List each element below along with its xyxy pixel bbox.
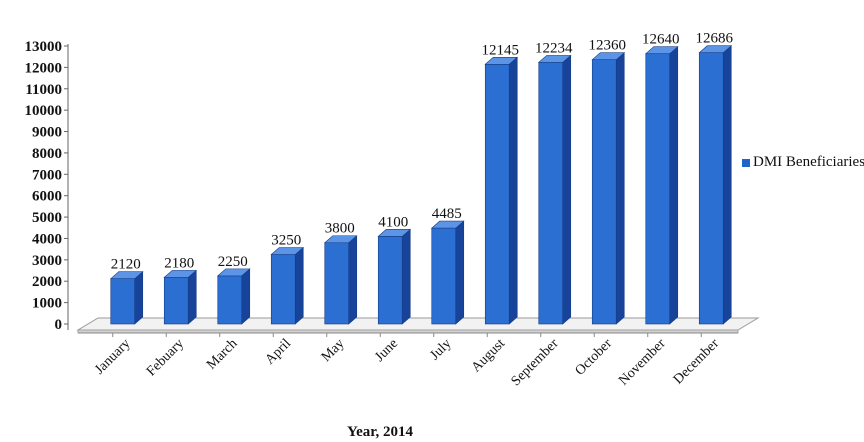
data-label: 12234 xyxy=(535,40,573,56)
y-tick-label: 2000 xyxy=(32,274,62,290)
bar-side xyxy=(241,268,251,325)
bar-top xyxy=(644,46,679,54)
bar xyxy=(163,269,198,325)
data-label: 2120 xyxy=(111,257,141,273)
bar xyxy=(216,268,251,325)
data-label: 12360 xyxy=(589,38,627,54)
bar-front xyxy=(217,275,243,325)
x-tick-label: December xyxy=(671,336,723,388)
legend-swatch xyxy=(742,159,750,167)
bar xyxy=(591,52,626,325)
bar-top xyxy=(377,229,412,237)
bar-top xyxy=(537,55,572,63)
bar xyxy=(430,220,465,325)
bar xyxy=(377,228,412,325)
x-axis: January Febuary March April May June July Augus… xyxy=(78,332,738,389)
bar-top xyxy=(698,45,733,54)
y-tick-label: 8000 xyxy=(32,146,62,162)
y-tick-label: 1000 xyxy=(32,296,62,312)
bar-top xyxy=(163,270,198,278)
bar-side xyxy=(348,235,358,325)
data-label: 3250 xyxy=(271,233,301,249)
bar-top xyxy=(591,52,626,60)
bar xyxy=(484,56,519,325)
x-tick-label: April xyxy=(263,336,295,368)
y-tick-label: 4000 xyxy=(32,231,62,247)
bar-top xyxy=(109,271,144,279)
y-tick-label: 5000 xyxy=(32,210,62,226)
bar-front xyxy=(645,53,671,325)
data-label: 2180 xyxy=(164,255,194,271)
bar-front xyxy=(484,63,510,325)
data-label: 3800 xyxy=(325,221,355,237)
y-tick-label: 12000 xyxy=(25,60,63,76)
y-tick-label: 10000 xyxy=(25,103,63,119)
data-label: 2250 xyxy=(218,254,248,270)
bar-top xyxy=(216,268,251,277)
y-tick-label: 11000 xyxy=(25,82,62,98)
x-tick-label: May xyxy=(319,336,348,365)
bar-front xyxy=(431,227,457,325)
x-tick-label: January xyxy=(92,336,133,377)
data-labels: 2120 2180 2250 3250 3800 4100 4485 12145 12234 12… xyxy=(111,31,734,273)
bar-side xyxy=(134,271,144,325)
bar-side xyxy=(615,52,625,325)
bar-front xyxy=(698,52,724,325)
bar-top xyxy=(484,56,519,65)
bar-side xyxy=(294,246,304,325)
data-label: 4485 xyxy=(432,206,462,222)
bar-side xyxy=(187,269,197,325)
data-label: 4100 xyxy=(378,214,408,230)
x-tick-label: June xyxy=(372,336,401,365)
bar-top xyxy=(430,220,465,229)
x-tick-label: March xyxy=(204,336,240,372)
data-label: 12686 xyxy=(696,31,734,47)
y-tick-label: 3000 xyxy=(32,253,62,269)
bar-top xyxy=(270,247,305,255)
bar xyxy=(270,246,305,325)
data-label: 12640 xyxy=(642,32,680,48)
bar xyxy=(323,235,358,325)
y-tick-label: 7000 xyxy=(32,167,62,183)
data-label: 12145 xyxy=(482,42,520,58)
x-tick-label: Febuary xyxy=(144,336,187,379)
legend-label: DMI Beneficiaries xyxy=(753,154,864,170)
x-tick-label: August xyxy=(469,336,508,375)
y-tick-label: 0 xyxy=(55,317,63,333)
bar-front xyxy=(377,236,403,325)
bar-side xyxy=(722,45,732,325)
bar-front xyxy=(538,62,564,325)
bar-front xyxy=(270,254,296,325)
bar-side xyxy=(401,228,411,325)
x-axis-title: Year, 2014 xyxy=(347,424,414,440)
x-tick-label: October xyxy=(573,336,616,379)
bar-side xyxy=(508,56,518,325)
x-tick-label: November xyxy=(616,336,669,389)
chart-floor xyxy=(76,317,760,334)
bar-front xyxy=(324,242,350,325)
y-tick-label: 13000 xyxy=(25,39,63,55)
bar xyxy=(698,45,733,325)
bar-side xyxy=(562,54,572,325)
y-axis: 0 1000 2000 3000 4000 5000 6000 7000 8000 9000 100… xyxy=(25,39,69,333)
bar xyxy=(109,271,144,325)
bar-side xyxy=(669,46,679,325)
bar-front xyxy=(163,277,189,325)
bar-top xyxy=(323,235,358,244)
bars xyxy=(109,45,733,325)
bar-front xyxy=(591,59,617,325)
y-tick-label: 9000 xyxy=(32,125,62,141)
x-tick-label: July xyxy=(427,336,454,363)
legend: DMI Beneficiaries xyxy=(742,153,864,172)
y-tick-label: 6000 xyxy=(32,189,62,205)
bar xyxy=(644,46,679,325)
bar xyxy=(537,54,572,325)
bar-front xyxy=(110,278,136,325)
x-tick-label: September xyxy=(509,336,562,389)
bar-side xyxy=(455,220,465,325)
